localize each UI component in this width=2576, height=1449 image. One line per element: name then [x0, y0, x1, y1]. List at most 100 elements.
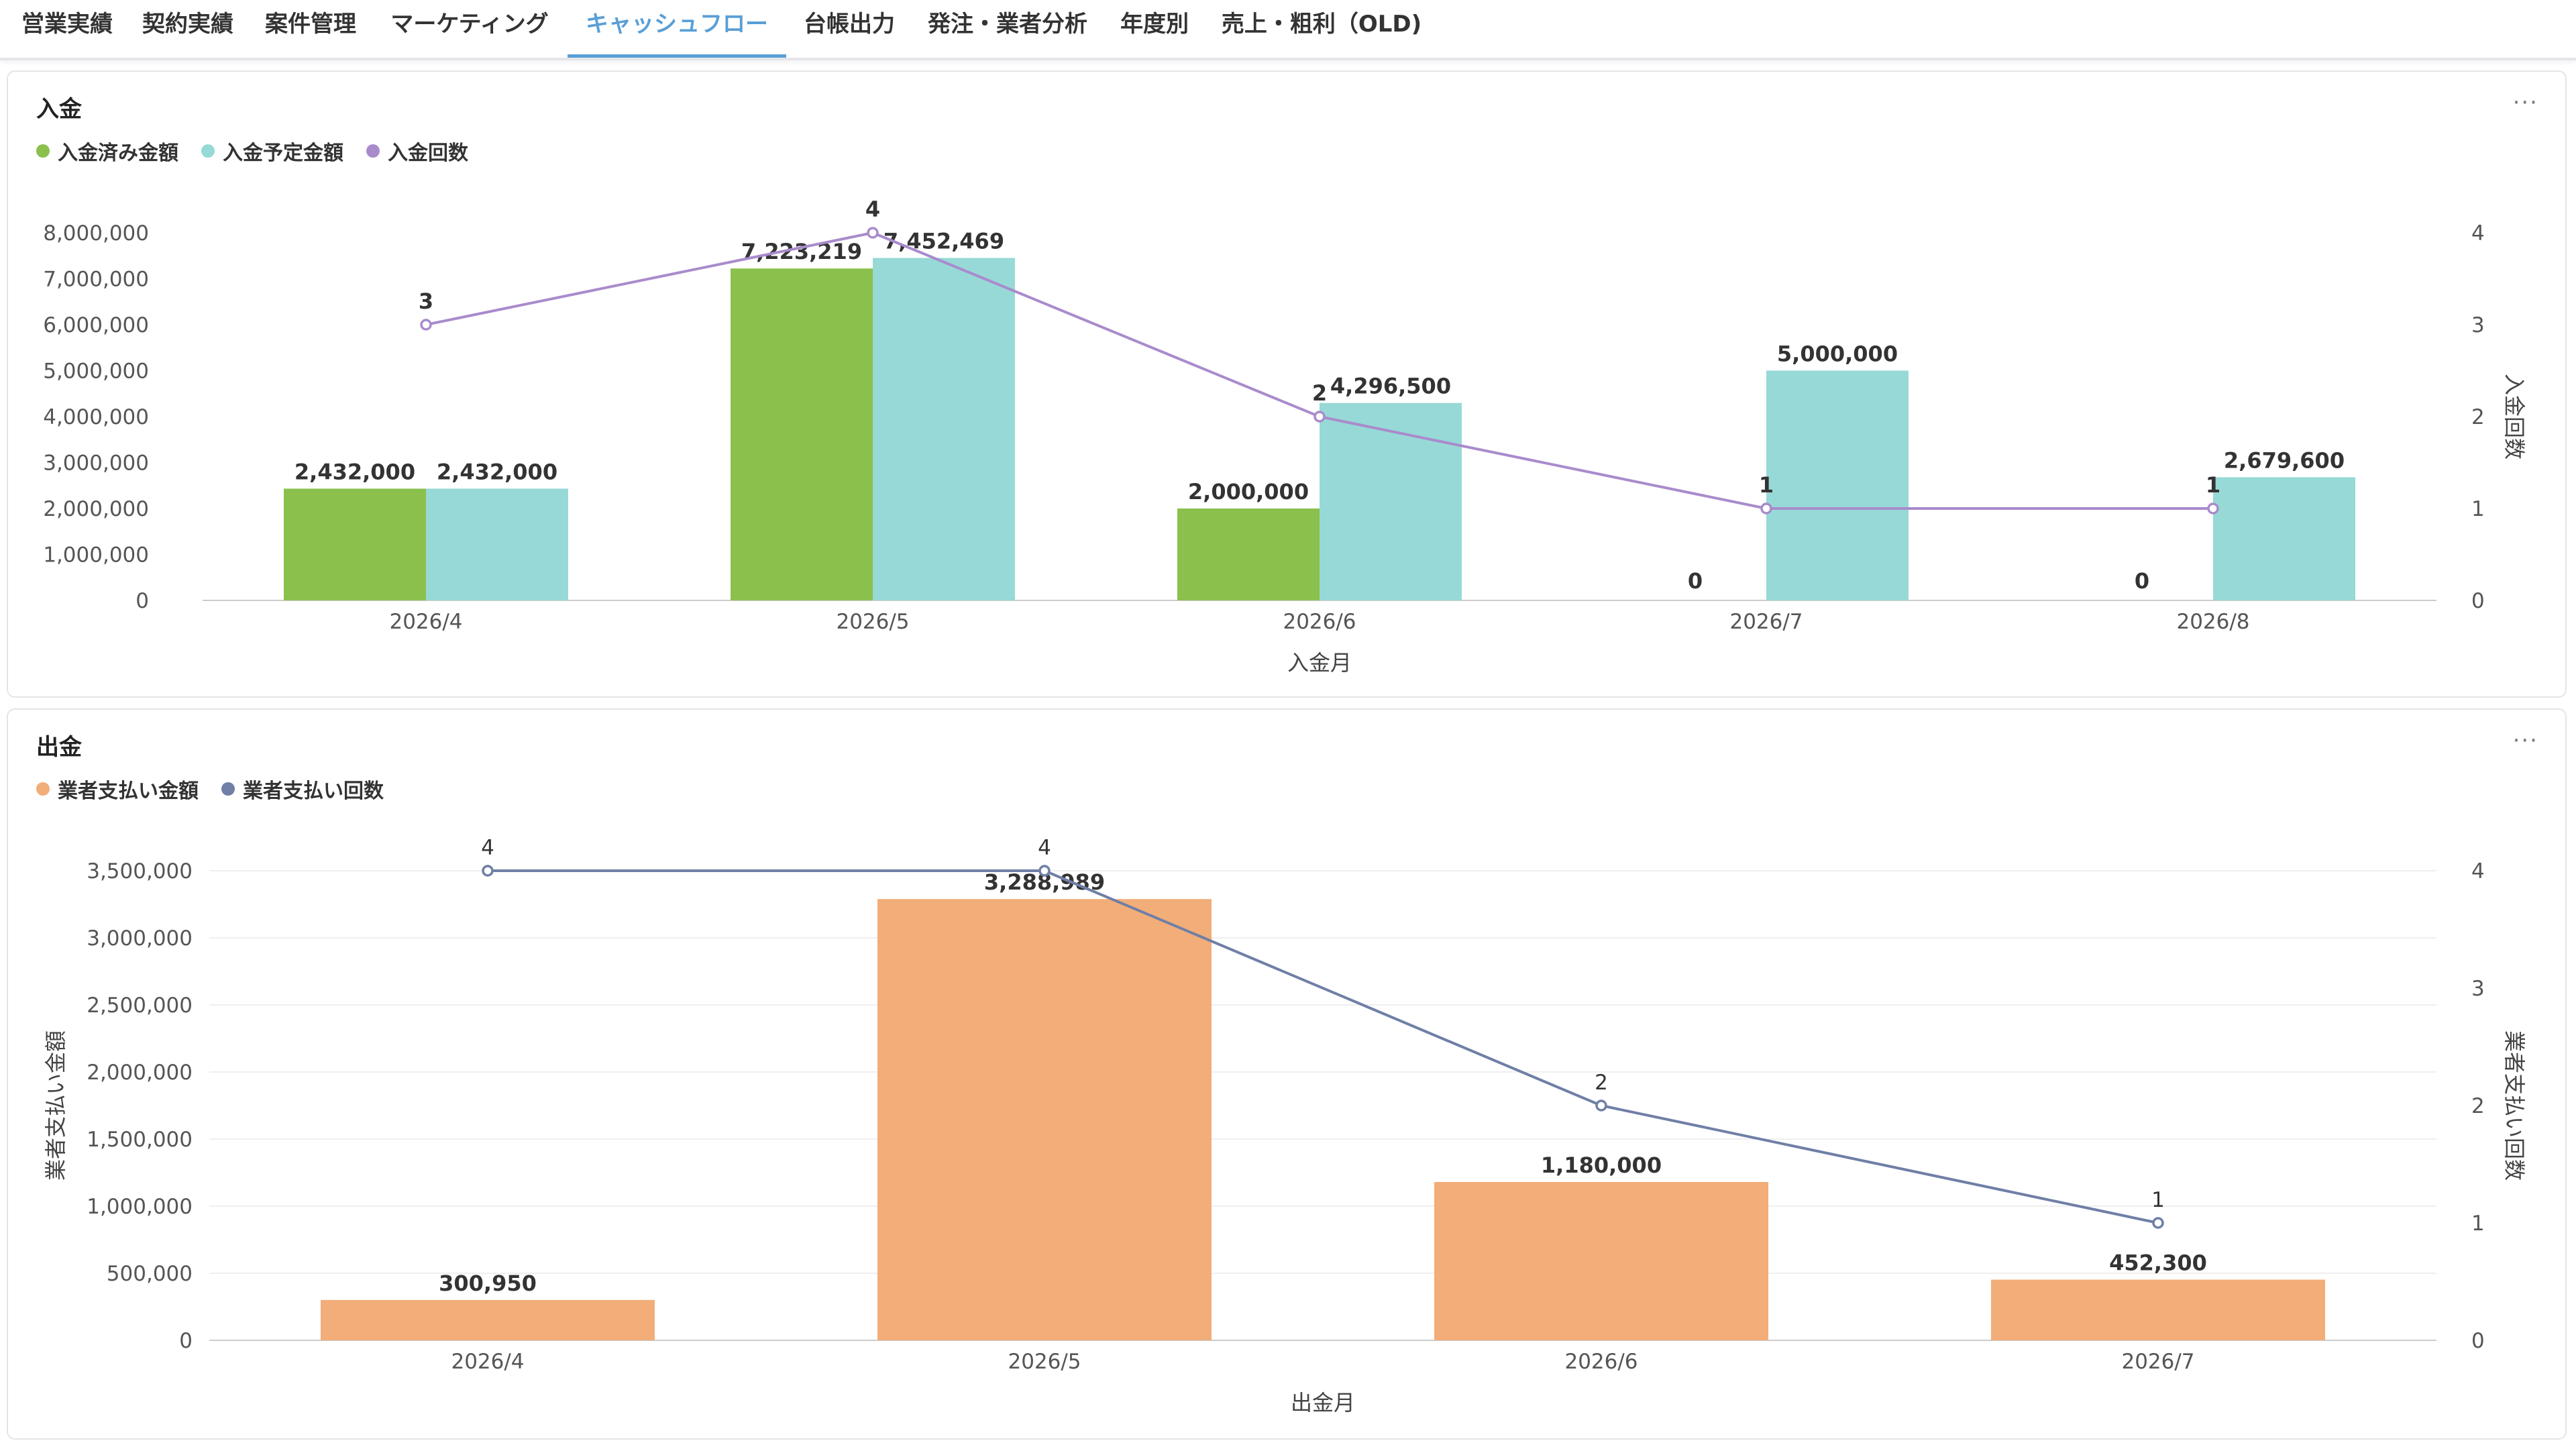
- tab-bar: 営業実績 契約実績 案件管理 マーケティング キャッシュフロー 台帳出力 発注・…: [0, 0, 2576, 60]
- legend-item-received-amount[interactable]: 入金済み金額: [36, 136, 178, 166]
- x-axis-tick-label: 2026/5: [836, 610, 909, 634]
- bar: [1320, 402, 1462, 600]
- tab-project-management[interactable]: 案件管理: [265, 11, 356, 38]
- line-point: [420, 319, 432, 331]
- bar-data-label: 7,452,469: [883, 229, 1004, 254]
- y2-axis-tick-label: 1: [2471, 1212, 2485, 1236]
- tab-sales-gross-profit-old[interactable]: 売上・粗利（OLD): [1221, 11, 1422, 38]
- y-axis-title: 業者支払い金額: [43, 1030, 68, 1181]
- bar-data-label: 2,432,000: [437, 459, 557, 484]
- tab-contract-results[interactable]: 契約実績: [142, 11, 233, 38]
- bar: [284, 488, 426, 600]
- legend-dot-icon: [201, 144, 215, 158]
- tab-cash-flow[interactable]: キャッシュフロー: [586, 11, 768, 38]
- more-dots-icon[interactable]: ···: [2512, 727, 2538, 754]
- bar-data-label: 300,950: [439, 1271, 537, 1296]
- bar: [426, 488, 568, 600]
- x-axis-tick-label: 2026/7: [2121, 1350, 2194, 1374]
- legend-item-vendor-payment-count[interactable]: 業者支払い回数: [221, 774, 384, 804]
- legend-label: 入金予定金額: [223, 142, 343, 165]
- bar-data-label: 2,000,000: [1188, 479, 1309, 504]
- y2-axis-tick-label: 3: [2471, 977, 2485, 1001]
- y-axis-tick-label: 1,000,000: [87, 1195, 193, 1219]
- y-axis-tick-label: 0: [136, 589, 149, 613]
- legend-item-payment-count[interactable]: 入金回数: [366, 136, 468, 166]
- x-axis-tick-label: 2026/7: [1729, 610, 1803, 634]
- bar-data-label: 0: [2135, 568, 2149, 594]
- x-axis-tick-label: 2026/5: [1008, 1350, 1081, 1374]
- legend-label: 業者支払い回数: [243, 780, 384, 803]
- y-axis-tick-label: 1,500,000: [87, 1128, 193, 1152]
- expense-legend: 業者支払い金額 業者支払い回数: [36, 774, 407, 804]
- x-axis-tick-label: 2026/6: [1283, 610, 1356, 634]
- line-point: [1313, 411, 1326, 423]
- bar: [877, 899, 1212, 1340]
- line-data-label: 4: [865, 197, 880, 222]
- legend-item-scheduled-amount[interactable]: 入金予定金額: [201, 136, 343, 166]
- y-axis-tick-label: 0: [179, 1329, 193, 1353]
- income-chart: 0 1,000,000 2,000,000 3,000,000 4,000,000 5,0…: [43, 197, 2527, 676]
- legend-dot-icon: [36, 144, 50, 158]
- bar: [1434, 1182, 1768, 1340]
- bar: [1766, 370, 1909, 600]
- income-panel-title: 入金: [36, 96, 82, 123]
- y-axis-tick-label: 1,000,000: [43, 543, 149, 568]
- active-tab-indicator: [568, 54, 786, 58]
- x-axis-tick-label: 2026/4: [451, 1350, 524, 1374]
- y-axis-tick-label: 6,000,000: [43, 313, 149, 337]
- y-axis-tick-label: 2,000,000: [87, 1061, 193, 1085]
- y2-axis-tick-label: 3: [2471, 313, 2485, 337]
- y2-axis-tick-label: 4: [2471, 859, 2485, 883]
- bar-data-label: 7,223,219: [741, 239, 862, 264]
- bar-data-label: 4,296,500: [1330, 374, 1451, 399]
- y2-axis-tick-label: 1: [2471, 497, 2485, 521]
- expense-panel-title: 出金: [36, 734, 82, 761]
- bar-data-label: 0: [1688, 568, 1703, 594]
- y2-axis-tick-label: 2: [2471, 405, 2485, 429]
- x-axis-title: 出金月: [1291, 1390, 1355, 1415]
- y-axis-tick-label: 500,000: [107, 1262, 193, 1286]
- x-axis-tick-label: 2026/6: [1564, 1350, 1638, 1374]
- line-point: [2207, 502, 2219, 515]
- bar: [321, 1299, 655, 1340]
- line-data-label: 3: [419, 288, 433, 314]
- income-legend: 入金済み金額 入金予定金額 入金回数: [36, 136, 491, 166]
- line-data-label: 2: [1312, 380, 1327, 406]
- line-data-label: 1: [2151, 1188, 2165, 1212]
- bar-data-label: 1,180,000: [1541, 1152, 1662, 1178]
- tab-yearly[interactable]: 年度別: [1120, 11, 1189, 38]
- line-data-label: 1: [1759, 472, 1774, 498]
- bar: [873, 258, 1015, 600]
- y2-axis-tick-label: 2: [2471, 1094, 2485, 1118]
- line-data-label: 1: [2206, 472, 2220, 498]
- bar-data-label: 452,300: [2109, 1250, 2207, 1276]
- y2-axis-tick-label: 4: [2471, 221, 2485, 246]
- legend-dot-icon: [221, 782, 235, 796]
- y-axis-tick-label: 2,500,000: [87, 994, 193, 1018]
- legend-dot-icon: [36, 782, 50, 796]
- y-axis-tick-label: 2,000,000: [43, 497, 149, 521]
- line-point: [1760, 502, 1772, 515]
- more-dots-icon[interactable]: ···: [2512, 89, 2538, 116]
- legend-item-vendor-payment-amount[interactable]: 業者支払い金額: [36, 774, 199, 804]
- line-point: [867, 227, 879, 239]
- line-data-label: 2: [1595, 1071, 1608, 1095]
- y-axis-tick-label: 8,000,000: [43, 221, 149, 246]
- bar: [1177, 508, 1320, 600]
- x-axis-title: 入金月: [1287, 650, 1352, 676]
- line-point: [2152, 1217, 2164, 1229]
- y2-axis-title: 業者支払い回数: [2502, 1030, 2527, 1181]
- y-axis-tick-label: 7,000,000: [43, 268, 149, 292]
- line-data-label: 4: [1038, 836, 1051, 860]
- y2-axis-title: 入金回数: [2502, 374, 2527, 460]
- tab-ledger-output[interactable]: 台帳出力: [804, 11, 895, 38]
- tab-marketing[interactable]: マーケティング: [390, 11, 549, 38]
- y2-axis-tick-label: 0: [2471, 589, 2485, 613]
- tab-sales-results[interactable]: 営業実績: [21, 11, 113, 38]
- tab-order-vendor-analysis[interactable]: 発注・業者分析: [928, 11, 1087, 38]
- line-point: [482, 865, 494, 877]
- legend-label: 入金回数: [388, 142, 468, 165]
- y-axis-tick-label: 4,000,000: [43, 405, 149, 429]
- bar-data-label: 2,679,600: [2224, 447, 2345, 473]
- bar: [731, 268, 873, 600]
